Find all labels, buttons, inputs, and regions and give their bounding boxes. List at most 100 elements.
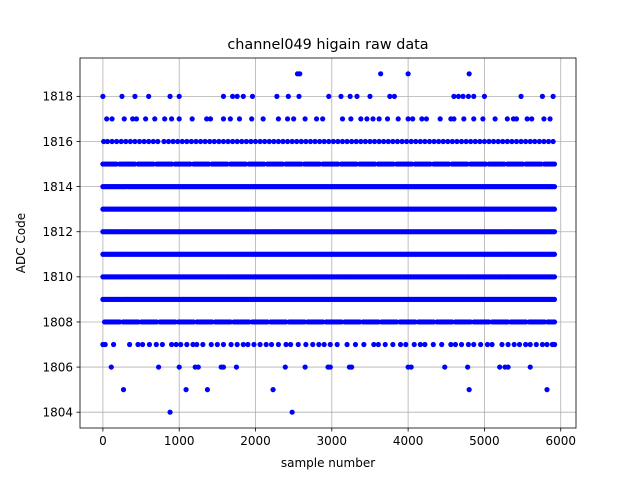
data-point [236, 116, 243, 122]
data-point [422, 341, 428, 348]
data-point [417, 341, 423, 348]
data-point [302, 364, 308, 370]
data-point [220, 116, 227, 122]
data-point [524, 116, 530, 122]
data-point [516, 341, 523, 348]
data-point [110, 341, 117, 348]
data-point [249, 93, 256, 99]
y-tick-label: 1808 [42, 315, 73, 329]
data-point [481, 93, 488, 99]
data-point [471, 93, 477, 99]
data-point [161, 138, 167, 145]
data-point [234, 138, 240, 145]
data-point [202, 138, 208, 145]
data-point [489, 341, 495, 348]
data-point [211, 138, 217, 145]
data-point [518, 93, 524, 99]
data-point [284, 138, 291, 145]
data-point [127, 341, 133, 348]
data-point [551, 184, 558, 190]
data-point [442, 364, 448, 370]
data-point [405, 71, 411, 77]
data-point [200, 341, 206, 348]
data-point [480, 116, 486, 122]
data-point [220, 93, 227, 99]
x-tick-label: 2000 [240, 434, 271, 448]
data-point [497, 364, 503, 370]
data-point [422, 138, 428, 145]
x-tick-label: 6000 [545, 434, 576, 448]
data-point [413, 138, 419, 145]
data-point [268, 341, 275, 348]
y-axis-label: ADC Code [14, 213, 28, 273]
data-point [183, 387, 189, 393]
plot-frame [79, 57, 577, 429]
data-point [335, 138, 341, 145]
data-point [334, 341, 340, 348]
data-point [296, 93, 302, 99]
data-point [460, 93, 466, 99]
data-point [504, 138, 510, 145]
data-point [544, 341, 550, 348]
data-point [251, 341, 257, 348]
data-point [547, 116, 553, 122]
data-point [178, 341, 184, 348]
data-point [266, 138, 272, 145]
data-point [390, 138, 396, 145]
data-point [544, 387, 550, 393]
data-point [155, 138, 161, 145]
data-point [411, 341, 417, 348]
data-point [327, 341, 333, 348]
data-point [539, 341, 546, 348]
data-point [159, 341, 166, 348]
data-point [245, 341, 251, 348]
data-point [321, 138, 327, 145]
y-tick-label: 1806 [42, 360, 73, 374]
data-point [523, 138, 529, 145]
data-point [387, 93, 393, 99]
data-point [349, 138, 355, 145]
data-point [419, 116, 425, 122]
data-point [207, 116, 214, 122]
data-point [176, 93, 182, 99]
data-point [551, 296, 558, 302]
data-point [152, 116, 158, 122]
data-point [344, 341, 350, 348]
data-point [327, 364, 333, 370]
data-point [499, 341, 505, 348]
data-point [176, 116, 182, 122]
data-point [376, 116, 382, 122]
data-point [454, 138, 460, 145]
axis-ticks: 0 1000 2000 3000 4000 5000 6000 1804 1806 1808 181… [42, 90, 576, 448]
data-point [511, 341, 517, 348]
data-point [465, 341, 472, 348]
data-point [243, 138, 249, 145]
x-tick-label: 1000 [164, 434, 195, 448]
data-point [150, 138, 156, 145]
data-point [536, 138, 542, 145]
data-point [472, 138, 478, 145]
data-point [550, 93, 556, 99]
data-point [451, 93, 457, 99]
data-point [466, 387, 472, 393]
data-point [533, 341, 539, 348]
data-point [326, 138, 332, 145]
data-point [339, 116, 346, 122]
data-point [294, 138, 300, 145]
data-point [130, 116, 136, 122]
data-point [143, 116, 149, 122]
data-point [397, 341, 404, 348]
data-point [509, 138, 515, 145]
data-point [289, 409, 295, 415]
data-point [495, 138, 501, 145]
x-axis-label: sample number [281, 456, 375, 470]
data-point [270, 387, 276, 393]
data-point [204, 387, 211, 393]
data-point [320, 116, 326, 122]
data-point [532, 138, 538, 145]
data-point [455, 93, 462, 99]
x-tick-label: 5000 [469, 434, 500, 448]
data-point [352, 341, 359, 348]
data-point [339, 138, 346, 145]
data-point [104, 116, 110, 122]
